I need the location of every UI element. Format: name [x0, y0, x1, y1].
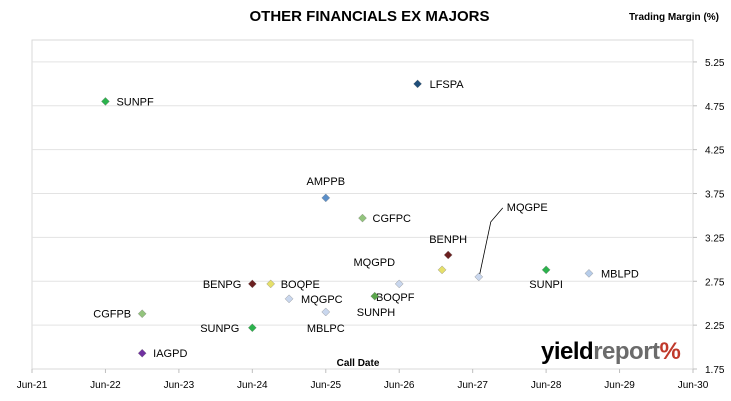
- x-tick-label: Jun-26: [384, 380, 415, 391]
- label-iagpd: IAGPD: [153, 348, 187, 360]
- x-tick-label: Jun-30: [678, 380, 709, 391]
- label-benph: BENPH: [429, 234, 467, 246]
- y-tick-label: 3.75: [705, 190, 725, 201]
- point-sunpi: [541, 265, 551, 275]
- x-tick-label: Jun-28: [531, 380, 562, 391]
- label-lfspa: LFSPA: [430, 79, 465, 91]
- y-axis-label: Trading Margin (%): [629, 12, 719, 23]
- logo-report-text: report: [593, 338, 660, 365]
- label-benpg: BENPG: [203, 279, 242, 291]
- label-mblpd: MBLPD: [601, 268, 639, 280]
- x-tick-label: Jun-24: [237, 380, 268, 391]
- point-iagpd: [137, 348, 147, 358]
- label-sunpg: SUNPG: [200, 323, 239, 335]
- x-tick-label: Jun-27: [457, 380, 488, 391]
- y-tick-label: 4.75: [705, 102, 725, 113]
- point-lfspa: [413, 79, 422, 89]
- label-mqgpe: MQGPE: [507, 202, 548, 214]
- label-mblpc: MBLPC: [307, 323, 345, 335]
- label-mqgpc: MQGPC: [301, 294, 343, 306]
- label-mqgpd: MQGPD: [354, 257, 396, 269]
- chart-title: OTHER FINANCIALS EX MAJORS: [249, 8, 490, 25]
- x-tick-label: Jun-23: [164, 380, 195, 391]
- label-sunpf: SUNPF: [116, 96, 154, 108]
- yieldreport-logo: yieldreport%: [541, 338, 681, 366]
- label-sunph: SUNPH: [357, 307, 396, 319]
- leader-line-mqgpe: [479, 207, 504, 274]
- point-cgfpb: [137, 309, 147, 319]
- point-sunph: [370, 291, 380, 301]
- label-sunpi: SUNPI: [529, 279, 563, 291]
- x-tick-label: Jun-29: [604, 380, 635, 391]
- x-tick-label: Jun-21: [17, 380, 48, 391]
- y-tick-label: 2.25: [705, 321, 725, 332]
- y-tick-label: 1.75: [705, 365, 725, 376]
- y-tick-label: 4.25: [705, 146, 725, 157]
- point-mqgpd: [437, 265, 447, 275]
- y-tick-label: 2.75: [705, 277, 725, 288]
- point-mqgpe: [474, 272, 484, 282]
- point-mblpd: [584, 269, 594, 278]
- label-boqpf: BOQPF: [376, 292, 415, 304]
- logo-yield-text: yield: [541, 338, 594, 365]
- label-cgfpc: CGFPC: [373, 213, 412, 225]
- y-tick-label: 3.25: [705, 233, 725, 244]
- logo-percent-icon: %: [659, 338, 681, 365]
- x-axis-label: Call Date: [337, 358, 380, 369]
- point-benpg: [248, 279, 257, 289]
- label-amppb: AMPPB: [307, 176, 346, 188]
- y-tick-label: 5.25: [705, 58, 725, 69]
- label-boqpe: BOQPE: [281, 279, 320, 291]
- x-tick-label: Jun-22: [90, 380, 121, 391]
- point-sunpg: [248, 323, 257, 333]
- point-boqpe: [266, 279, 275, 289]
- point-amppb: [321, 193, 331, 203]
- point-boqpf: [394, 279, 404, 289]
- point-cgfpc: [358, 213, 367, 223]
- point-mqgpc: [284, 294, 294, 304]
- plot-frame: [31, 39, 694, 370]
- label-cgfpb: CGFPB: [93, 309, 131, 321]
- point-benph: [443, 250, 453, 260]
- point-mblpc: [321, 307, 331, 317]
- point-sunpf: [101, 97, 110, 106]
- x-tick-label: Jun-25: [310, 380, 341, 391]
